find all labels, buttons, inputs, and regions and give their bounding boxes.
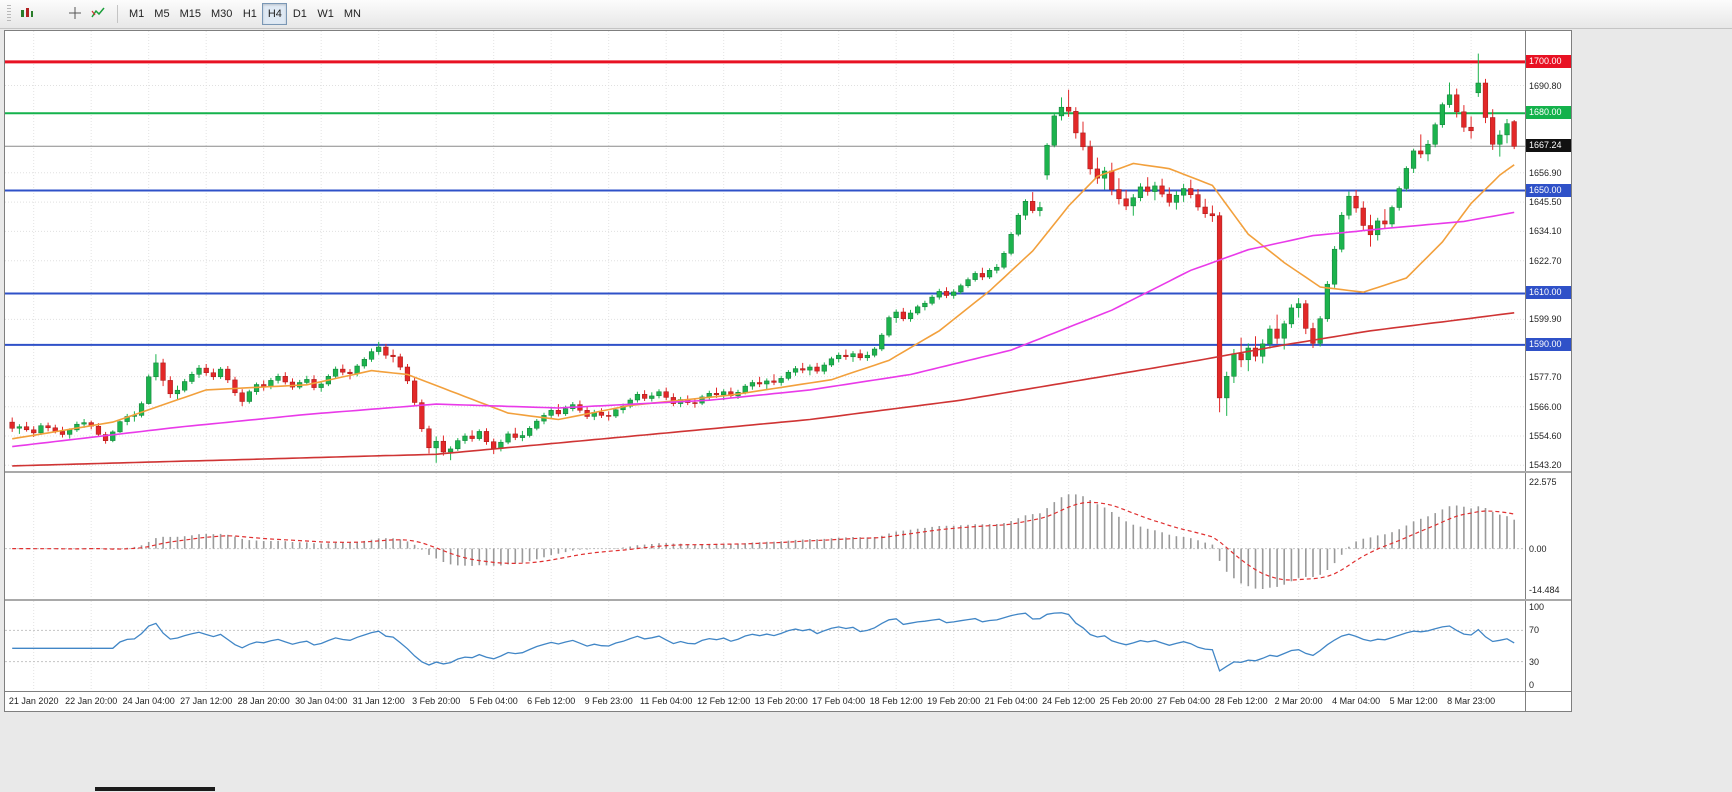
time-axis-label: 2 Mar 20:00 [1274, 696, 1323, 706]
panel-splitter[interactable] [5, 599, 1571, 601]
price-axis-label: 1645.50 [1529, 197, 1562, 208]
time-axis-label: 21 Feb 04:00 [984, 696, 1038, 706]
bottom-background [0, 713, 1732, 792]
crosshair-icon [68, 6, 82, 23]
price-axis-label: 1656.90 [1529, 167, 1562, 178]
chart-bars-icon [20, 6, 34, 23]
price-axis-label: -14.484 [1529, 585, 1560, 595]
rsi-axis[interactable]: 100 70 30 0 [1525, 601, 1571, 691]
rsi-panel: 100 70 30 0 [5, 601, 1571, 691]
time-axis-label: 11 Feb 04:00 [640, 696, 693, 706]
time-axis-label: 27 Jan 12:00 [180, 696, 233, 706]
timeframe-button-m1[interactable]: M1 [124, 3, 149, 25]
macd-plot[interactable] [5, 473, 1525, 599]
candlestick-canvas [5, 31, 1525, 471]
price-badge: 1680.00 [1526, 106, 1571, 120]
workspace-background [1574, 29, 1732, 792]
chart-bars-button[interactable] [16, 3, 38, 25]
price-axis-label: 22.575 [1529, 477, 1557, 487]
indicators-button[interactable] [88, 3, 110, 25]
time-axis-label: 12 Feb 12:00 [697, 696, 751, 706]
price-axis-label: 0.00 [1529, 543, 1547, 554]
time-axis-label: 24 Feb 12:00 [1042, 696, 1096, 706]
price-axis-label: 0 [1529, 680, 1535, 690]
time-axis-corner [1525, 692, 1571, 711]
time-axis-label: 9 Feb 23:00 [584, 696, 633, 706]
toolbar-separator [117, 5, 118, 23]
time-axis-label: 27 Feb 04:00 [1157, 696, 1211, 706]
price-axis-label: 1634.10 [1529, 226, 1562, 237]
time-axis-label: 31 Jan 12:00 [352, 696, 405, 706]
price-badge: 1610.00 [1526, 286, 1571, 300]
price-axis-label: 1690.80 [1529, 80, 1562, 91]
timeframe-group: M1 M5 M15 M30 H1 H4 D1 W1 MN [124, 3, 366, 25]
time-axis-label: 4 Mar 04:00 [1332, 696, 1381, 706]
rsi-canvas [5, 601, 1525, 691]
price-axis-label: 1554.60 [1529, 431, 1562, 441]
price-axis-label: 1566.00 [1529, 401, 1562, 412]
indicator-zigzag-icon [91, 6, 106, 23]
price-axis-label: 1577.70 [1529, 371, 1562, 382]
price-axis-label: 100 [1529, 602, 1545, 612]
time-axis-label: 30 Jan 04:00 [295, 696, 348, 706]
rsi-plot[interactable] [5, 601, 1525, 691]
macd-axis[interactable]: 22.575 0.00 -14.484 [1525, 473, 1571, 599]
price-badge: 1590.00 [1526, 337, 1571, 351]
time-axis-label: 25 Feb 20:00 [1099, 696, 1153, 706]
chart-window: 1690.80 1656.90 1645.50 1634.10 1622.70 1599.… [4, 30, 1572, 712]
timeframe-button-m15[interactable]: M15 [175, 3, 206, 25]
time-axis-label: 8 Mar 23:00 [1447, 696, 1496, 706]
price-axis-label: 1622.70 [1529, 255, 1562, 266]
candlestick-plot[interactable] [5, 31, 1525, 471]
price-axis-label: 70 [1529, 625, 1540, 636]
time-axis-label: 24 Jan 04:00 [122, 696, 175, 706]
panel-splitter[interactable] [5, 471, 1571, 473]
timeframe-button-m5[interactable]: M5 [149, 3, 174, 25]
main-toolbar: M1 M5 M15 M30 H1 H4 D1 W1 MN [0, 0, 1732, 29]
time-labels: 21 Jan 2020 22 Jan 20:00 24 Jan 04:00 27 Ja… [5, 692, 1525, 711]
price-badge: 1700.00 [1526, 54, 1571, 68]
main-panel: 1690.80 1656.90 1645.50 1634.10 1622.70 1599.… [5, 31, 1571, 471]
price-axis-label: 1599.90 [1529, 314, 1562, 325]
time-axis-label: 13 Feb 20:00 [754, 696, 808, 706]
price-axis-label: 30 [1529, 656, 1540, 667]
time-axis-label: 22 Jan 20:00 [65, 696, 118, 706]
timeframe-button-h1[interactable]: H1 [237, 3, 262, 25]
time-axis-label: 17 Feb 04:00 [812, 696, 866, 706]
text-tool-button[interactable] [40, 3, 62, 25]
timeframe-button-m30[interactable]: M30 [206, 3, 237, 25]
time-axis-label: 5 Mar 12:00 [1389, 696, 1438, 706]
time-axis-label: 28 Jan 20:00 [237, 696, 290, 706]
timeframe-button-mn[interactable]: MN [339, 3, 366, 25]
price-axis[interactable]: 1690.80 1656.90 1645.50 1634.10 1622.70 1599.… [1525, 31, 1571, 471]
timeframe-button-w1[interactable]: W1 [312, 3, 339, 25]
time-axis[interactable]: 21 Jan 2020 22 Jan 20:00 24 Jan 04:00 27 Ja… [5, 691, 1571, 711]
toolbar-grip[interactable] [7, 5, 11, 23]
time-axis-label: 18 Feb 12:00 [869, 696, 923, 706]
macd-canvas [5, 473, 1525, 599]
time-axis-label: 3 Feb 20:00 [412, 696, 461, 706]
time-axis-label: 5 Feb 04:00 [469, 696, 518, 706]
crosshair-button[interactable] [64, 3, 86, 25]
timeframe-button-d1[interactable]: D1 [287, 3, 312, 25]
time-axis-label: 6 Feb 12:00 [527, 696, 576, 706]
taskbar-hint [95, 787, 215, 791]
macd-panel: 22.575 0.00 -14.484 [5, 473, 1571, 599]
price-badge: 1667.24 [1526, 139, 1571, 153]
time-axis-label: 21 Jan 2020 [8, 696, 59, 706]
price-axis-label: 1543.20 [1529, 460, 1562, 471]
price-badge: 1650.00 [1526, 183, 1571, 197]
timeframe-button-h4[interactable]: H4 [262, 3, 288, 25]
time-axis-label: 19 Feb 20:00 [927, 696, 981, 706]
time-axis-label: 28 Feb 12:00 [1214, 696, 1268, 706]
